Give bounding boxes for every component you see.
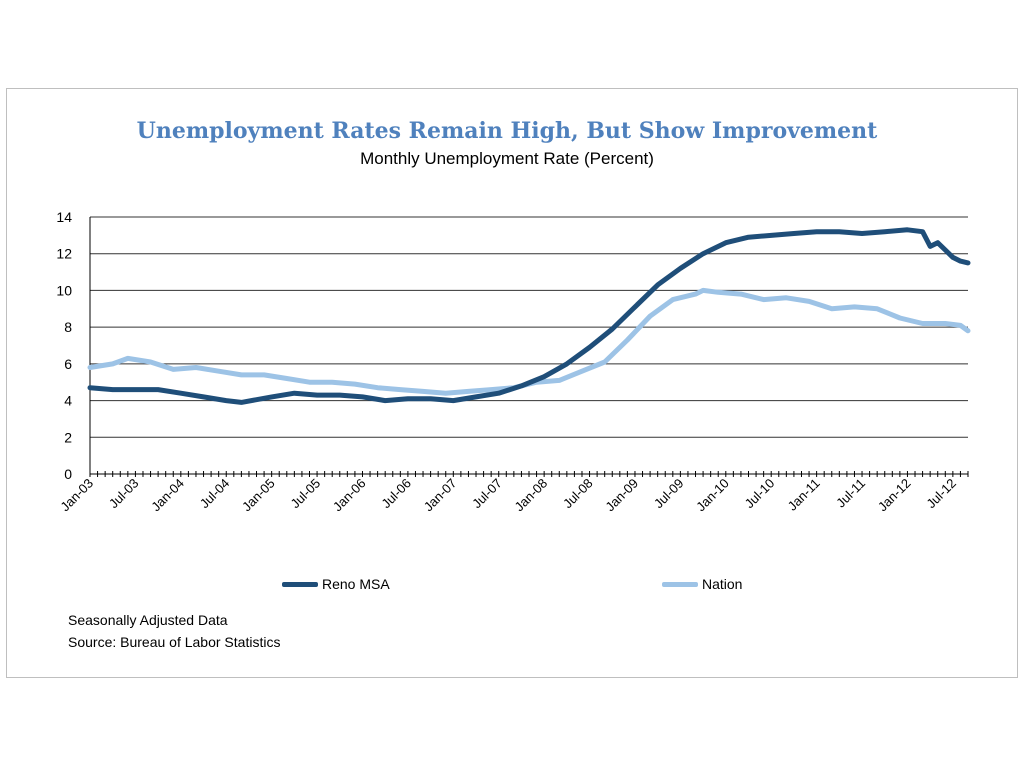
x-tick-label: Jan-12: [875, 476, 914, 515]
x-tick-label: Jan-03: [57, 476, 96, 515]
x-tick-label: Jan-10: [693, 476, 732, 515]
x-tick-label: Jan-07: [421, 476, 460, 515]
x-tick-label: Jul-03: [106, 476, 142, 512]
x-tick-label: Jul-12: [923, 476, 959, 512]
x-tick-label: Jan-05: [239, 476, 278, 515]
legend-label-reno: Reno MSA: [322, 576, 390, 592]
x-tick-label: Jul-07: [469, 476, 505, 512]
x-tick-label: Jul-04: [197, 476, 233, 512]
x-tick-label: Jul-08: [560, 476, 596, 512]
legend-item-nation: Nation: [662, 574, 742, 594]
note-seasonal: Seasonally Adjusted Data: [68, 612, 228, 628]
x-tick-label: Jul-11: [833, 476, 868, 511]
legend-item-reno: Reno MSA: [282, 574, 390, 594]
y-tick-label: 6: [64, 356, 72, 372]
x-tick-label: Jan-09: [602, 476, 641, 515]
x-tick-label: Jan-11: [785, 476, 823, 514]
chart-frame: [6, 88, 1018, 678]
x-tick-label: Jul-06: [378, 476, 414, 512]
grid-lines: [89, 216, 969, 477]
chart-subtitle: Monthly Unemployment Rate (Percent): [360, 149, 654, 168]
legend-swatch-reno: [282, 581, 318, 587]
legend-swatch-nation: [662, 581, 698, 587]
y-tick-label: 14: [56, 209, 72, 225]
y-tick-label: 4: [64, 393, 72, 409]
x-tick-label: Jan-08: [512, 476, 551, 515]
series-line-nation: [87, 287, 971, 396]
y-axis-tick-labels: 0 2 4 6 8 10 12 14: [56, 209, 72, 482]
x-axis-tick-labels: Jan-03 Jul-03 Jan-04 Jul-04 Jan-05 Jul-05 Jan-…: [57, 476, 959, 515]
x-tick-label: Jul-05: [288, 476, 324, 512]
x-tick-label: Jan-06: [330, 476, 369, 515]
y-tick-label: 10: [56, 282, 72, 298]
x-tick-label: Jul-09: [651, 476, 687, 512]
chart-title: Unemployment Rates Remain High, But Show…: [136, 118, 878, 144]
series-lines: [87, 227, 971, 405]
y-tick-label: 2: [64, 429, 72, 445]
series-line-reno-msa: [87, 227, 971, 405]
x-tick-label: Jul-10: [742, 476, 778, 512]
legend-label-nation: Nation: [702, 576, 743, 592]
y-tick-label: 12: [56, 246, 72, 262]
y-tick-label: 0: [64, 466, 72, 482]
y-tick-label: 8: [64, 319, 72, 335]
note-source: Source: Bureau of Labor Statistics: [68, 634, 281, 650]
x-tick-label: Jan-04: [148, 476, 187, 515]
